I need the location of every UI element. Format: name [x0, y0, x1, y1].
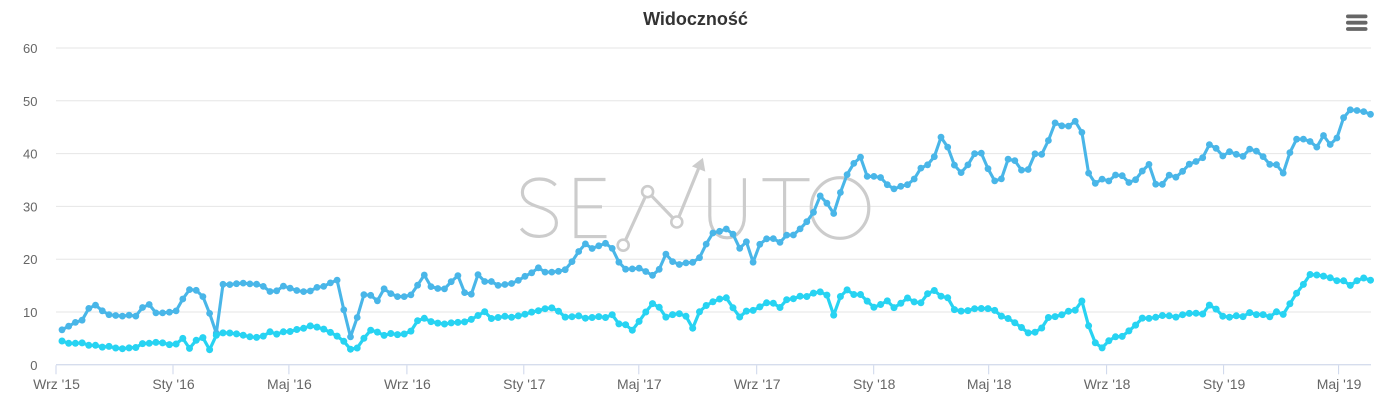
svg-text:Wrz '18: Wrz '18	[1084, 376, 1131, 392]
svg-text:Maj '18: Maj '18	[967, 376, 1012, 392]
svg-text:10: 10	[23, 305, 37, 320]
svg-text:60: 60	[23, 41, 37, 56]
svg-text:Sty '16: Sty '16	[152, 376, 195, 392]
svg-text:30: 30	[23, 199, 37, 214]
svg-text:Maj '19: Maj '19	[1317, 376, 1362, 392]
svg-text:Maj '16: Maj '16	[267, 376, 312, 392]
svg-text:Wrz '17: Wrz '17	[734, 376, 781, 392]
svg-text:50: 50	[23, 94, 37, 109]
svg-text:Maj '17: Maj '17	[617, 376, 662, 392]
svg-text:Wrz '15: Wrz '15	[33, 376, 80, 392]
svg-text:Sty '17: Sty '17	[503, 376, 546, 392]
svg-text:20: 20	[23, 252, 37, 267]
svg-text:Sty '18: Sty '18	[853, 376, 896, 392]
svg-text:0: 0	[30, 358, 37, 373]
svg-text:40: 40	[23, 147, 37, 162]
svg-text:Sty '19: Sty '19	[1203, 376, 1246, 392]
svg-text:Widoczność: Widoczność	[643, 9, 748, 29]
svg-text:Wrz '16: Wrz '16	[384, 376, 431, 392]
